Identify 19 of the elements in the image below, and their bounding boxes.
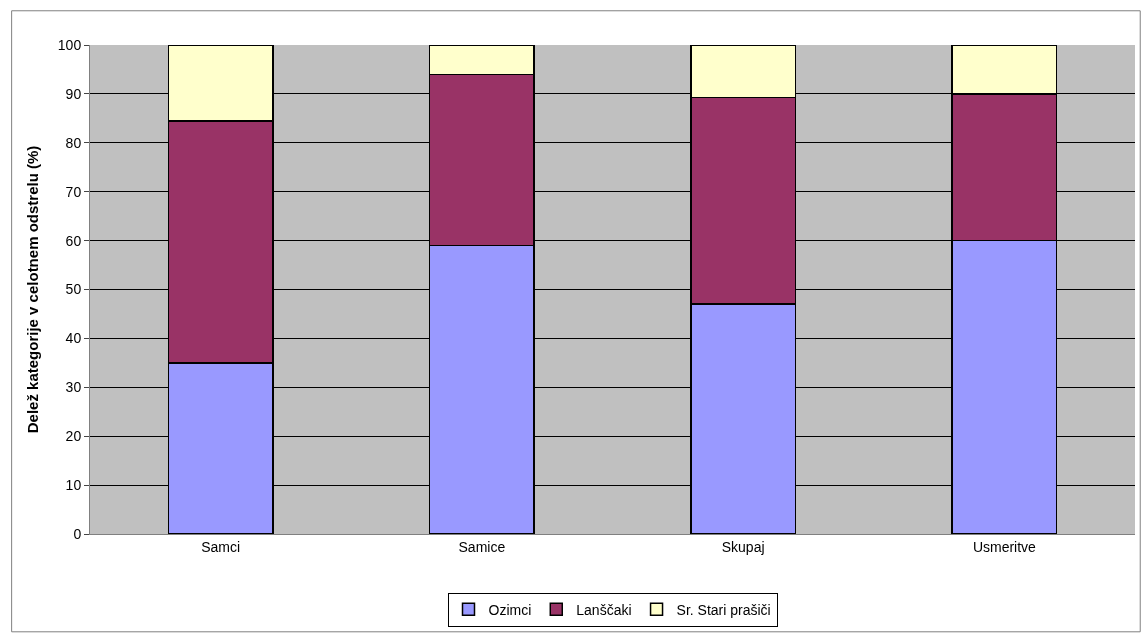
y-tick-label: 0 <box>73 525 82 542</box>
y-tick-label: 60 <box>65 232 82 249</box>
y-tick-label: 40 <box>65 330 82 347</box>
y-tick-label: 10 <box>65 477 82 493</box>
x-tick-label: Usmeritve <box>972 538 1037 555</box>
x-tick-label: Samice <box>458 538 506 555</box>
y-tick-label: 70 <box>65 183 82 200</box>
x-tick-label: Samci <box>201 538 241 555</box>
y-tick-label: 80 <box>65 134 82 151</box>
legend-label: Ozimci <box>488 601 532 618</box>
y-tick-label: 90 <box>65 85 82 102</box>
x-tick-label: Skupaj <box>721 538 765 555</box>
y-tick-label: 50 <box>65 281 82 298</box>
y-axis-title: Delež kategorije v celotnem odstrelu (%) <box>24 145 42 434</box>
legend-label: Sr. Stari prašiči <box>676 601 771 618</box>
y-tick-label: 100 <box>57 36 82 53</box>
legend-label: Lanščaki <box>576 601 632 618</box>
y-tick-label: 30 <box>65 379 82 396</box>
y-tick-label: 20 <box>65 428 82 445</box>
